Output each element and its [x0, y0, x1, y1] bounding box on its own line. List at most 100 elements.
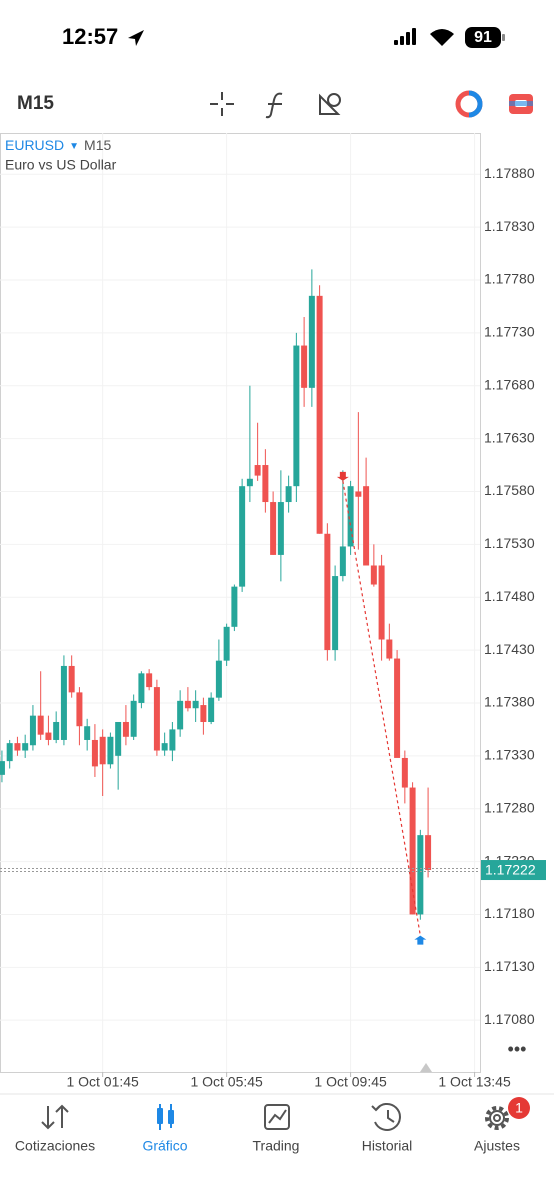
wifi-icon: [430, 29, 454, 46]
candle-body: [177, 700, 184, 730]
candle-body: [99, 736, 106, 765]
settings-icon: [485, 1106, 509, 1130]
candle-body: [293, 345, 300, 487]
tab-label[interactable]: Ajustes: [474, 1138, 520, 1154]
order-link: [342, 480, 421, 936]
y-tick-label: 1.17180: [484, 905, 535, 921]
candle-body: [363, 486, 370, 566]
candle-body: [215, 660, 222, 698]
y-tick-label: 1.17730: [484, 324, 535, 340]
indicators-button[interactable]: [265, 92, 283, 119]
candle-body: [231, 586, 238, 627]
candle-body: [29, 715, 36, 746]
crosshair-button[interactable]: [210, 92, 234, 116]
objects-button[interactable]: [319, 93, 341, 115]
history-icon: [371, 1103, 401, 1131]
candle-body: [22, 743, 29, 751]
trading-icon: [264, 1104, 290, 1130]
candle-body: [270, 502, 277, 555]
candle-body: [0, 761, 5, 775]
candle-body: [68, 665, 75, 693]
scroll-marker[interactable]: [420, 1063, 432, 1072]
order-arrow: [414, 935, 427, 945]
y-tick-label: 1.17580: [484, 482, 535, 498]
price-tag-label: 1.17222: [485, 862, 536, 878]
candle-body: [6, 743, 13, 762]
candle-body: [417, 835, 424, 915]
candle-body: [91, 739, 98, 767]
candle-body: [184, 700, 191, 709]
candle-body: [107, 736, 114, 765]
candle-body: [378, 565, 385, 640]
window-button[interactable]: [509, 94, 533, 114]
quotes-icon: [41, 1104, 69, 1130]
candle-body: [285, 486, 292, 503]
tab-label[interactable]: Cotizaciones: [15, 1138, 95, 1154]
candle-body: [53, 721, 60, 740]
symbol-header[interactable]: EURUSD ▼ M15: [5, 137, 111, 153]
candle-body: [84, 726, 91, 740]
battery-tip: [502, 34, 505, 41]
chart-icon: [157, 1104, 174, 1130]
candle-body: [153, 687, 160, 751]
candle-body: [239, 486, 246, 587]
badge-count: 1: [515, 1100, 523, 1116]
candle-body: [370, 565, 377, 585]
signal-icon: [394, 28, 416, 45]
candle-body: [115, 721, 122, 756]
candle-body: [169, 729, 176, 751]
x-tick-label: 1 Oct 01:45: [66, 1074, 139, 1090]
candle-body: [339, 546, 346, 577]
y-tick-label: 1.17280: [484, 799, 535, 815]
candle-body: [394, 658, 401, 758]
plot-area: [0, 133, 480, 1077]
candle-body: [130, 700, 137, 737]
more-button[interactable]: •••: [508, 1039, 527, 1059]
battery-level: 91: [474, 29, 492, 46]
y-tick-label: 1.17430: [484, 641, 535, 657]
y-tick-label: 1.17380: [484, 694, 535, 710]
candle-body: [347, 486, 354, 547]
candle-body: [409, 787, 416, 915]
candle-body: [37, 715, 44, 735]
candle-body: [308, 295, 315, 388]
y-tick-label: 1.17630: [484, 429, 535, 445]
y-tick-label: 1.17680: [484, 376, 535, 392]
candle-body: [262, 465, 269, 503]
battery: [465, 27, 501, 48]
candle-body: [223, 626, 230, 661]
y-tick-label: 1.17480: [484, 588, 535, 604]
candle-body: [301, 345, 308, 388]
candle-body: [45, 732, 52, 740]
candle-body: [161, 743, 168, 751]
candle-body: [122, 721, 129, 737]
candle-body: [146, 673, 153, 688]
y-tick-label: 1.17080: [484, 1011, 535, 1027]
x-tick-label: 1 Oct 05:45: [190, 1074, 263, 1090]
candle-body: [355, 491, 362, 497]
trade-button[interactable]: [455, 90, 483, 118]
location-icon: [128, 30, 144, 46]
candle-body: [401, 757, 408, 788]
chart-frame: [0, 133, 481, 1073]
tab-label[interactable]: Gráfico: [142, 1138, 187, 1154]
candle-body: [254, 465, 261, 476]
symbol: EURUSD: [5, 137, 64, 153]
timeframe-button[interactable]: M15: [17, 93, 54, 114]
badge: [508, 1097, 530, 1119]
candle-body: [200, 705, 207, 722]
candle-body: [76, 692, 83, 727]
y-tick-label: 1.17880: [484, 165, 535, 181]
symbol-timeframe: M15: [84, 137, 111, 153]
y-tick-label: 1.17830: [484, 218, 535, 234]
candle-body: [60, 665, 67, 740]
dropdown-icon: ▼: [69, 141, 79, 152]
tab-bar: 1 Cotizaciones Gráfico Trading Historial Aju…: [15, 1097, 530, 1154]
tab-label[interactable]: Trading: [253, 1138, 300, 1154]
tab-label[interactable]: Historial: [362, 1138, 413, 1154]
candle-body: [386, 639, 393, 659]
candle-body: [14, 743, 21, 751]
order-arrow: [336, 471, 349, 481]
